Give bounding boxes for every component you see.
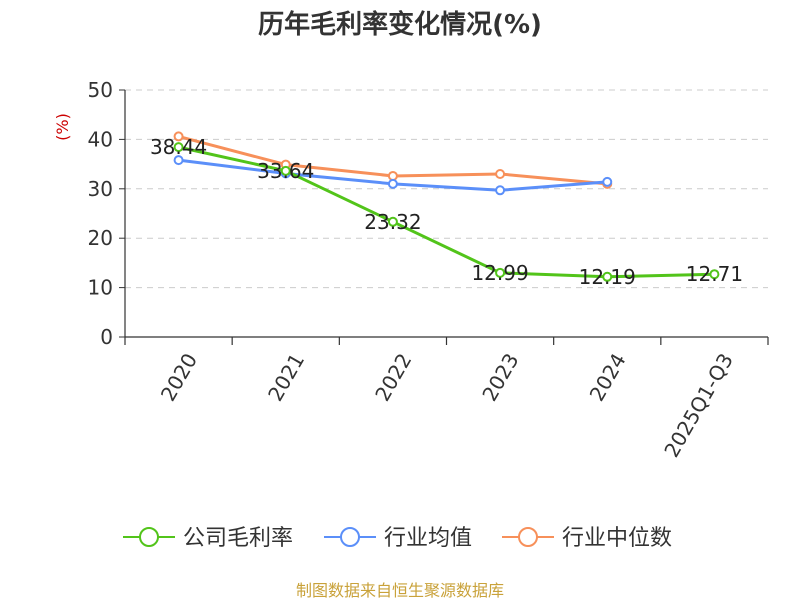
data-point[interactable]: [387, 178, 398, 189]
data-point[interactable]: [173, 142, 184, 153]
data-point[interactable]: [602, 176, 613, 187]
data-point[interactable]: [495, 168, 506, 179]
y-tick-labels: 0 10 20 30 40 50: [88, 78, 113, 349]
data-point[interactable]: [495, 267, 506, 278]
data-labels: 38.44 33.64 23.32 12.99 12.19 12.71: [150, 135, 743, 289]
data-label: 12.99: [471, 261, 528, 285]
y-tick-label: 0: [100, 325, 113, 349]
data-label: 12.71: [686, 262, 743, 286]
x-tick-label: 2024: [585, 349, 631, 405]
y-axis-label: (%): [53, 113, 72, 141]
data-point[interactable]: [280, 165, 291, 176]
y-tick-label: 30: [88, 177, 113, 201]
data-label: 12.19: [579, 265, 636, 289]
x-tick-label: 2025Q1-Q3: [659, 349, 738, 461]
legend-label: 行业均值: [384, 526, 472, 551]
axes: [124, 90, 769, 345]
legend-marker: [340, 527, 360, 547]
legend-item[interactable]: 公司毛利率: [123, 526, 293, 551]
source-note: 制图数据来自恒生聚源数据库: [296, 581, 504, 600]
chart-title: 历年毛利率变化情况(%): [258, 9, 542, 40]
data-label: 33.64: [257, 159, 314, 183]
data-label: 38.44: [150, 135, 207, 159]
data-point[interactable]: [602, 271, 613, 282]
legend-label: 公司毛利率: [183, 526, 293, 551]
data-point[interactable]: [173, 131, 184, 142]
y-tick-label: 20: [88, 226, 113, 250]
data-point[interactable]: [709, 269, 720, 280]
grid-lines: [119, 89, 768, 338]
legend-marker: [139, 527, 159, 547]
data-label: 23.32: [364, 210, 421, 234]
y-tick-label: 50: [88, 78, 113, 102]
y-tick-label: 10: [88, 276, 113, 300]
x-tick-label: 2023: [477, 349, 523, 405]
data-point[interactable]: [495, 185, 506, 196]
legend-marker: [518, 527, 538, 547]
x-tick-labels: 2020 2021 2022 2023 2024 2025Q1-Q3: [156, 349, 738, 461]
data-point[interactable]: [387, 170, 398, 181]
x-tick-label: 2022: [370, 349, 416, 405]
series-line: [178, 145, 715, 279]
x-tick-label: 2020: [156, 349, 202, 405]
data-point[interactable]: [173, 155, 184, 166]
legend-item[interactable]: 行业均值: [324, 526, 472, 551]
legend-label: 行业中位数: [562, 526, 672, 551]
legend[interactable]: 公司毛利率 行业均值 行业中位数: [123, 526, 672, 551]
y-tick-label: 40: [88, 127, 113, 151]
data-point[interactable]: [387, 216, 398, 227]
x-tick-label: 2021: [263, 349, 309, 405]
legend-item[interactable]: 行业中位数: [502, 526, 672, 551]
series-group: [173, 131, 720, 282]
